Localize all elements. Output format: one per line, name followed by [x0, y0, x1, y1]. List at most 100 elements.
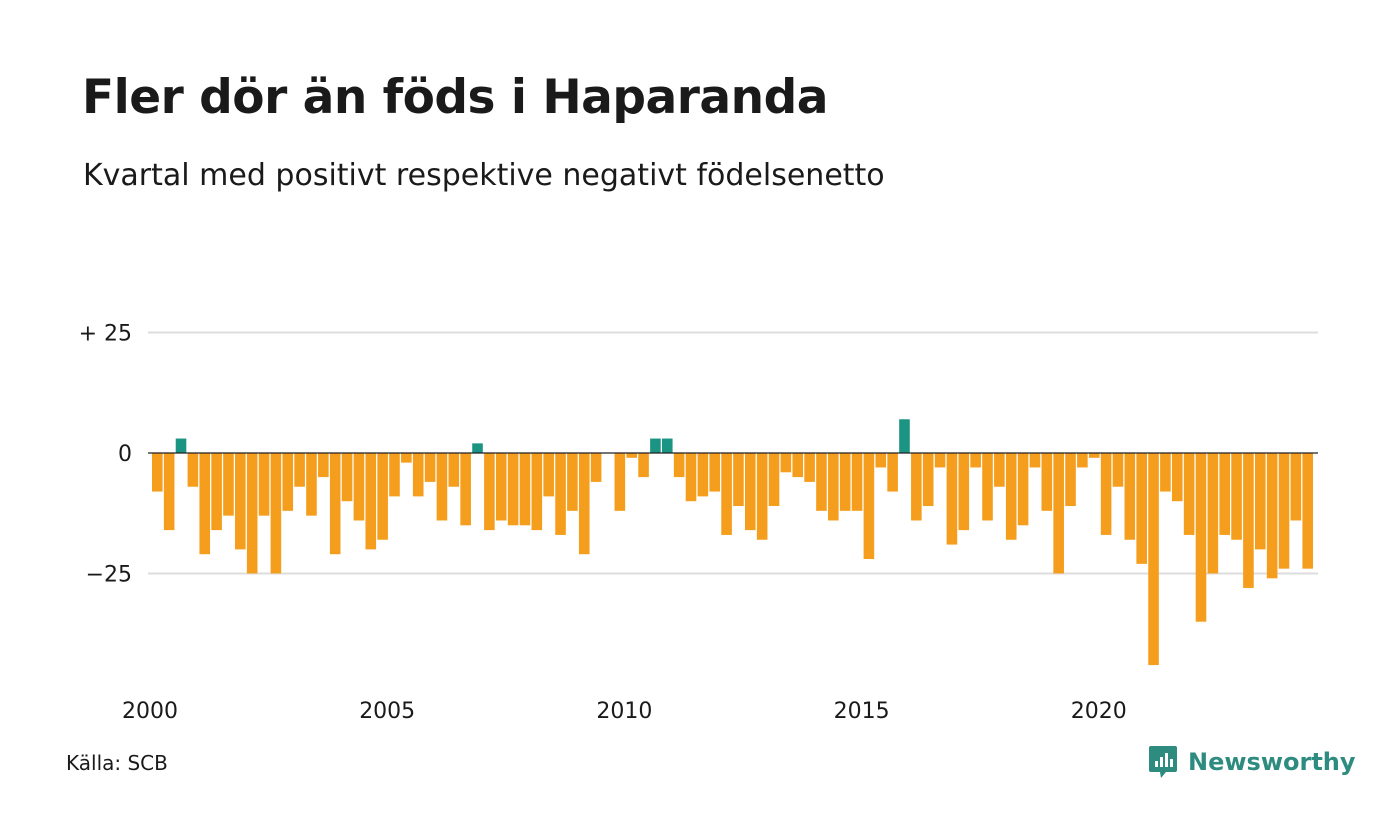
bar-negative	[804, 453, 815, 482]
bar-negative	[1065, 453, 1076, 507]
bar-negative	[578, 453, 590, 555]
bar-negative	[412, 453, 424, 497]
x-tick-label: 2005	[359, 699, 415, 724]
bar-negative	[555, 453, 566, 535]
bar-negative	[1100, 453, 1112, 535]
bar-negative	[756, 453, 768, 540]
bar-negative	[1278, 453, 1290, 569]
bar-negative	[709, 453, 721, 492]
bar-negative	[282, 453, 294, 511]
bar-negative	[828, 453, 839, 521]
bar-negative	[745, 453, 756, 531]
y-tick-label: 0	[118, 442, 132, 467]
bar-negative	[958, 453, 970, 531]
gridlines	[148, 331, 1318, 575]
bar-negative	[697, 453, 709, 497]
bar-negative	[911, 453, 922, 521]
bar-negative	[1183, 453, 1195, 535]
x-tick-label: 2020	[1071, 699, 1127, 724]
bar-negative	[1302, 453, 1314, 569]
bar-negative	[733, 453, 744, 507]
x-tick-label: 2015	[834, 699, 890, 724]
bar-negative	[318, 453, 329, 478]
bar-negative	[401, 453, 412, 463]
bar-negative	[306, 453, 317, 516]
bar-negative	[768, 453, 780, 507]
bar-negative	[246, 453, 258, 574]
bar-negative	[792, 453, 804, 478]
bar-negative	[994, 453, 1005, 487]
bar-negative	[1053, 453, 1064, 574]
bar-negative	[1124, 453, 1136, 540]
bar-negative	[365, 453, 377, 550]
bar-negative	[531, 453, 543, 531]
bar-negative	[816, 453, 827, 511]
bar-negative	[543, 453, 554, 497]
bar-negative	[1148, 453, 1159, 666]
bar-negative	[294, 453, 305, 487]
bar-negative	[1029, 453, 1041, 468]
bar-negative	[1207, 453, 1219, 574]
bar-negative	[258, 453, 270, 516]
bar-negative	[780, 453, 792, 473]
bar-negative	[982, 453, 993, 521]
bar-negative	[638, 453, 649, 478]
bar-negative	[436, 453, 448, 521]
bar-negative	[507, 453, 519, 526]
bar-positive	[650, 438, 661, 453]
bar-negative	[567, 453, 578, 511]
bar-negative	[460, 453, 471, 526]
bar-negative	[685, 453, 697, 502]
bar-negative	[270, 453, 282, 574]
bar-negative	[851, 453, 863, 511]
bar-negative	[484, 453, 495, 531]
bar-negative	[1005, 453, 1017, 540]
bar-negative	[922, 453, 934, 507]
bar-negative	[614, 453, 626, 511]
bar-negative	[887, 453, 898, 492]
bar-negative	[211, 453, 222, 531]
bar-negative	[1266, 453, 1278, 579]
chart-subtitle: Kvartal med positivt respektive negativt…	[83, 158, 885, 193]
bar-negative	[1112, 453, 1124, 487]
x-tick-label: 2010	[596, 699, 652, 724]
bar-negative	[519, 453, 531, 526]
bar-negative	[1195, 453, 1207, 622]
bar-negative	[1171, 453, 1183, 502]
y-tick-label: + 25	[79, 322, 132, 347]
bar-negative	[1243, 453, 1254, 588]
newsworthy-logo-icon	[1149, 746, 1177, 778]
brand-logo[interactable]: Newsworthy	[1148, 744, 1356, 780]
bar-negative	[1231, 453, 1242, 540]
bar-negative	[970, 453, 981, 468]
bar-negative	[590, 453, 602, 482]
bar-negative	[329, 453, 341, 555]
bar-negative	[235, 453, 246, 550]
bar-positive	[899, 419, 910, 453]
y-tick-label: −25	[86, 563, 132, 588]
bar-negative	[1254, 453, 1266, 550]
x-axis-ticks: 2000 2005 2010 2015 2020	[122, 699, 1127, 724]
bar-negative	[341, 453, 353, 502]
bar-negative	[199, 453, 211, 555]
bar-negative	[721, 453, 732, 535]
x-tick-label: 2000	[122, 699, 178, 724]
bar-negative	[187, 453, 199, 487]
brand-name: Newsworthy	[1188, 748, 1356, 776]
bar-negative	[353, 453, 365, 521]
bar-negative	[934, 453, 946, 468]
bar-positive	[472, 443, 483, 453]
bar-negative	[1136, 453, 1147, 564]
bar-negative	[1160, 453, 1171, 492]
source-credit: Källa: SCB	[66, 751, 168, 775]
bar-negative	[1017, 453, 1029, 526]
bar-negative	[863, 453, 875, 560]
bar-negative	[1088, 453, 1100, 458]
bar-negative	[495, 453, 507, 521]
bar-negative	[377, 453, 388, 540]
bar-negative	[152, 453, 163, 492]
bar-negative	[424, 453, 436, 482]
bar-negative	[1219, 453, 1230, 535]
bar-negative	[389, 453, 400, 497]
